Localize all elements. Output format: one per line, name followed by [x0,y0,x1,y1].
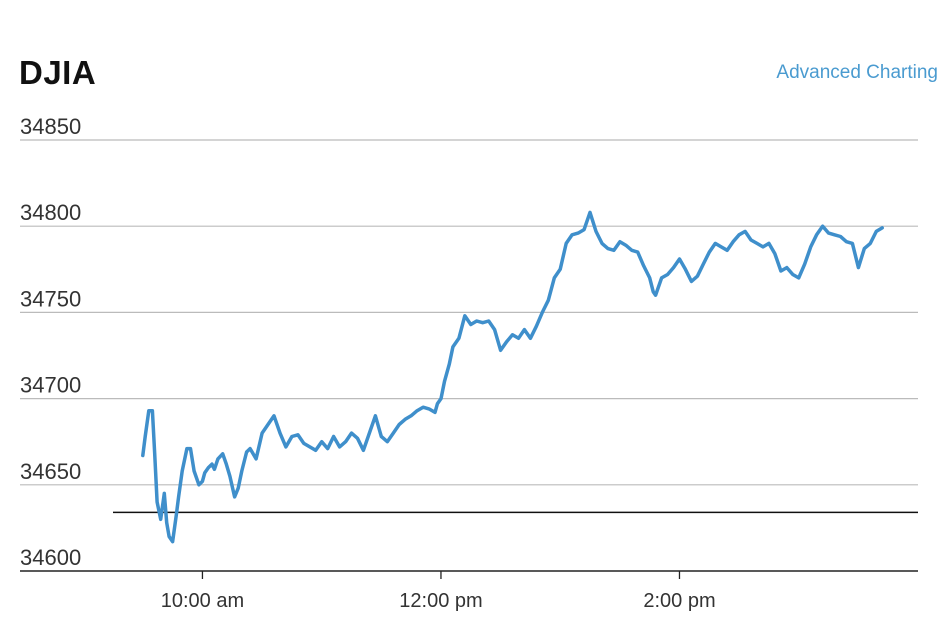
x-axis-ticks: 10:00 am 12:00 pm 2:00 pm [161,571,716,612]
x-tick-label: 12:00 pm [399,590,482,612]
y-tick-label: 34800 [20,200,81,225]
y-tick-label: 34650 [20,459,81,484]
chart-title: DJIA [19,54,97,91]
djia-price-line [141,210,884,544]
y-axis-ticks: 34850 34800 34750 34700 34650 34600 [20,114,81,570]
y-tick-label: 34850 [20,114,81,139]
gridlines [20,139,918,572]
y-tick-label: 34750 [20,286,81,311]
y-tick-label: 34700 [20,373,81,398]
advanced-charting-link[interactable]: Advanced Charting [776,62,938,83]
y-tick-label: 34600 [20,545,81,570]
x-tick-label: 10:00 am [161,590,244,612]
series-group [141,210,884,544]
x-tick-label: 2:00 pm [643,590,715,612]
